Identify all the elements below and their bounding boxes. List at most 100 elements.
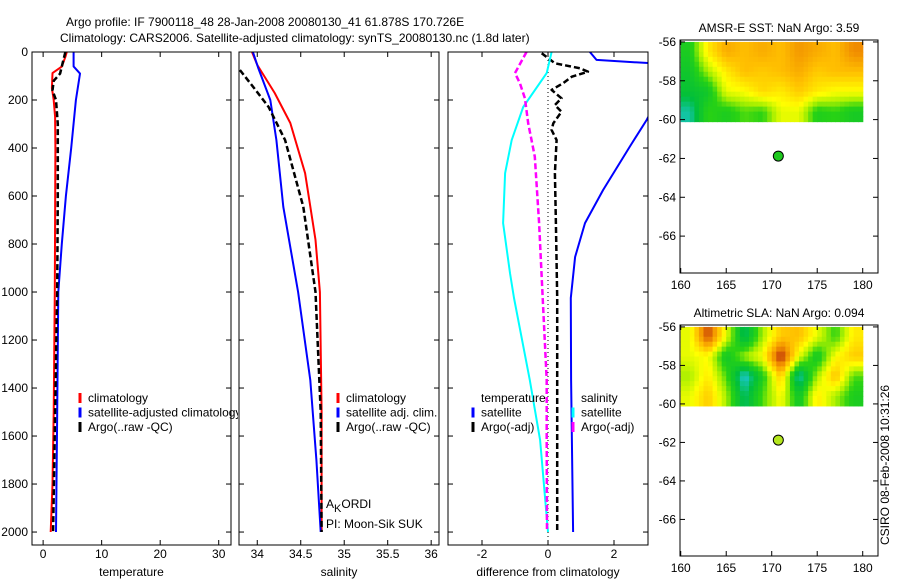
heatmap-cell <box>812 66 818 73</box>
heatmap-cell <box>785 336 791 343</box>
heatmap-cell <box>698 395 705 402</box>
heatmap-cell <box>817 386 823 392</box>
y-tick-label: -62 <box>659 435 677 449</box>
heatmap-cell <box>753 381 759 387</box>
y-tick-label: -60 <box>659 397 677 411</box>
series-line-argo-raw-qc- <box>239 69 323 533</box>
heatmap-cell <box>776 346 782 353</box>
heatmap-cell <box>735 381 741 387</box>
heatmap-cell <box>698 336 705 343</box>
heatmap-cell <box>812 371 818 377</box>
heatmap-cell <box>780 56 786 63</box>
heatmap-cell <box>794 61 800 68</box>
heatmap-cell <box>826 381 832 387</box>
heatmap-cell <box>758 71 764 78</box>
y-tick-label: -58 <box>659 74 677 88</box>
heatmap-cell <box>717 341 723 348</box>
heatmap-cell <box>853 371 859 377</box>
heatmap-cell <box>839 351 846 358</box>
heatmap-cell <box>744 395 750 402</box>
heatmap-cell <box>776 46 782 53</box>
heatmap-cell <box>821 61 827 68</box>
heatmap-cell <box>758 81 764 88</box>
heatmap-cell <box>767 51 773 58</box>
heatmap-cell <box>839 391 846 397</box>
heatmap-cell <box>735 71 741 78</box>
heatmap-cell <box>858 351 864 358</box>
heatmap-cell <box>771 111 777 118</box>
heatmap-cell <box>839 366 846 372</box>
heatmap-cell <box>785 81 791 88</box>
heatmap-cell <box>812 91 818 98</box>
heatmap-cell <box>739 336 746 343</box>
heatmap-cell <box>685 326 691 333</box>
heatmap-cell <box>712 366 718 372</box>
heatmap-cell <box>771 41 777 48</box>
heatmap-cell <box>689 56 695 63</box>
heatmap-cell <box>785 96 791 103</box>
heatmap-cell <box>817 331 823 338</box>
heatmap-cell <box>730 326 736 333</box>
heatmap-cell <box>794 96 800 103</box>
heatmap-cell <box>735 101 741 108</box>
heatmap-cell <box>712 371 718 377</box>
heatmap-cell <box>821 106 827 113</box>
heatmap-cell <box>835 96 841 103</box>
heatmap-cell <box>726 356 732 363</box>
heatmap-cell <box>762 395 768 402</box>
heatmap-cell <box>730 86 736 93</box>
heatmap-cell <box>689 101 695 108</box>
heatmap-cell <box>721 341 727 348</box>
heatmap-cell <box>785 395 791 402</box>
heatmap-cell <box>698 361 705 367</box>
heatmap-cell <box>685 86 691 93</box>
heatmap-cell <box>753 76 759 83</box>
heatmap-cell <box>771 346 777 353</box>
x-tick-label: 35.5 <box>376 547 400 561</box>
x-tick-label: 165 <box>716 278 736 292</box>
x-tick-label: 2 <box>611 547 618 561</box>
heatmap-cell <box>735 76 741 83</box>
heatmap-cell <box>830 326 837 333</box>
annotation-part-ordi: ORDI <box>341 497 371 511</box>
heatmap-cell <box>808 391 814 397</box>
heatmap-cell <box>821 386 827 392</box>
heatmap-cell <box>780 76 786 83</box>
heatmap-cell <box>789 76 796 83</box>
heatmap-cell <box>726 41 732 48</box>
heatmap-cell <box>821 66 827 73</box>
heatmap-cell <box>735 400 741 407</box>
heatmap-cell <box>858 366 864 372</box>
heatmap-cell <box>826 41 832 48</box>
heatmap-cell <box>685 381 691 387</box>
heatmap-cell <box>689 96 695 103</box>
heatmap-cell <box>708 61 714 68</box>
heatmap-cell <box>835 391 841 397</box>
heatmap-cell <box>835 71 841 78</box>
heatmap-cell <box>739 66 746 73</box>
heatmap-cell <box>721 371 727 377</box>
heatmap-cell <box>789 46 796 53</box>
heatmap-cell <box>717 96 723 103</box>
heatmap-cell <box>794 395 800 402</box>
heatmap-cell <box>735 106 741 113</box>
heatmap-cell <box>694 86 700 93</box>
heatmap-cell <box>849 391 855 397</box>
heatmap-cell <box>726 116 732 123</box>
heatmap-cell <box>708 400 714 407</box>
heatmap-cell <box>785 41 791 48</box>
heatmap-cell <box>726 56 732 63</box>
heatmap-cell <box>776 381 782 387</box>
heatmap-cell <box>744 376 750 382</box>
heatmap-cell <box>730 391 736 397</box>
heatmap-cell <box>762 361 768 367</box>
heatmap-cell <box>748 91 755 98</box>
heatmap-cell <box>803 101 809 108</box>
heatmap-cell <box>830 351 837 358</box>
heatmap-cell <box>708 51 714 58</box>
heatmap-cell <box>694 91 700 98</box>
heatmap-cell <box>721 46 727 53</box>
heatmap-cell <box>799 66 805 73</box>
heatmap-cell <box>853 66 859 73</box>
heatmap-cell <box>858 326 864 333</box>
